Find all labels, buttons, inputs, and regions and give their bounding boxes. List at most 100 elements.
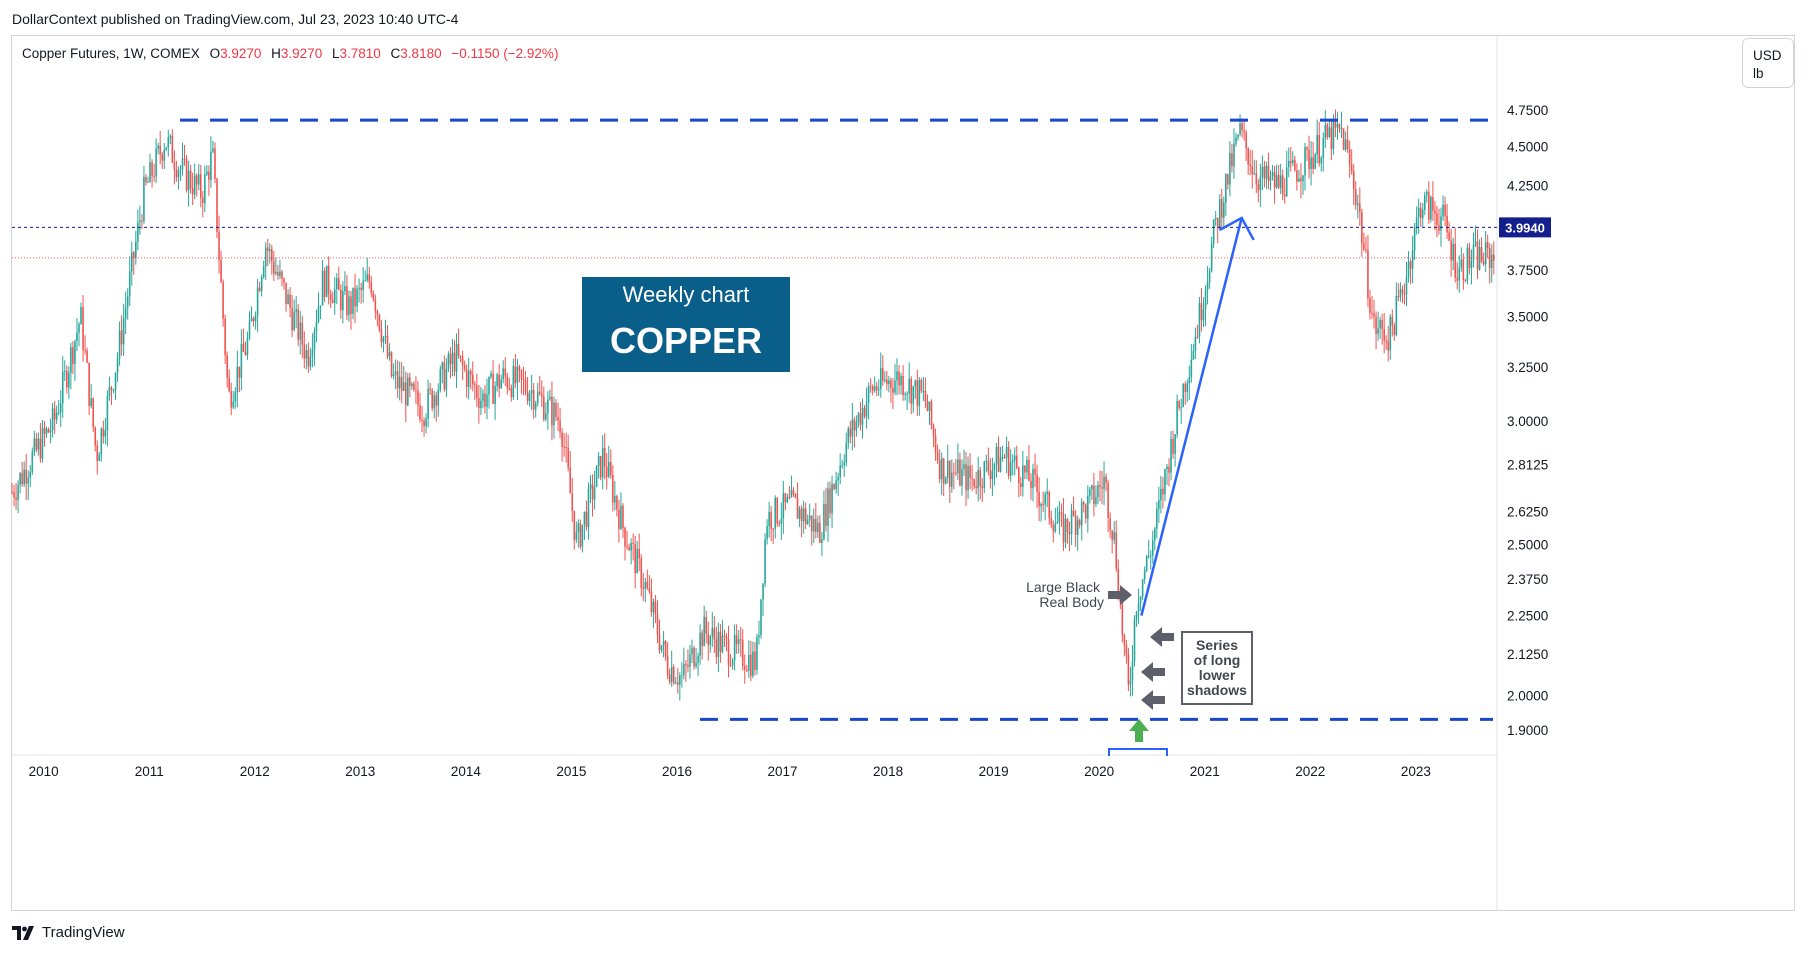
candle-body <box>695 662 697 667</box>
shadows-note-line: shadows <box>1187 682 1247 698</box>
candle-body <box>589 484 592 489</box>
candle-body <box>1277 174 1280 188</box>
candle-body <box>666 656 669 675</box>
candle-body <box>1194 336 1197 352</box>
candle-body <box>1164 469 1166 495</box>
candle-body <box>307 350 310 367</box>
candle-body <box>1271 172 1274 177</box>
candle-body <box>782 493 785 519</box>
candle-body <box>29 471 32 478</box>
candle-body <box>1482 261 1485 265</box>
candle-body <box>833 484 835 490</box>
candle-body <box>335 278 338 289</box>
candle-body <box>654 601 657 614</box>
candle-body <box>250 318 253 322</box>
candle-body <box>25 469 28 484</box>
candle-body <box>340 289 342 311</box>
candle-body <box>409 377 411 387</box>
candle-body <box>139 220 141 223</box>
candle-body <box>1241 123 1243 131</box>
candle-body <box>1231 153 1233 167</box>
candle-body <box>944 477 947 484</box>
candle-body <box>445 368 448 390</box>
candle-body <box>1026 459 1028 473</box>
shadows-note-line: lower <box>1199 667 1236 683</box>
candle-body <box>342 291 344 311</box>
candle-body <box>737 639 740 645</box>
candle-body <box>764 539 766 584</box>
x-tick-label: 2017 <box>768 764 798 779</box>
candle-body <box>699 632 701 657</box>
candle-body <box>1139 596 1142 603</box>
candle-body <box>1371 312 1373 314</box>
candle-body <box>1456 277 1459 281</box>
candle-body <box>569 467 572 494</box>
candle-body <box>287 294 289 304</box>
candle-body <box>721 635 724 652</box>
candle-body <box>1249 164 1252 167</box>
candle-body <box>1216 217 1219 229</box>
candle-body <box>41 427 44 459</box>
candle-body <box>1356 203 1359 205</box>
candle-body <box>415 389 417 391</box>
candle-body <box>1318 134 1321 164</box>
candle-body <box>603 447 606 467</box>
candle-body <box>45 428 48 434</box>
candle-body <box>607 461 610 477</box>
candle-body <box>1322 138 1325 158</box>
currency-unit-button[interactable]: USD lb <box>1742 38 1794 88</box>
candle-body <box>411 383 413 387</box>
candle-body <box>806 519 809 524</box>
candle-body <box>983 461 986 488</box>
y-tick-label: 2.2500 <box>1507 609 1548 624</box>
candle-body <box>817 522 819 533</box>
candle-body <box>898 371 900 386</box>
tradingview-logo-icon <box>12 925 34 940</box>
candle-body <box>256 287 259 316</box>
candle-body <box>149 162 151 182</box>
candle-body <box>266 247 269 252</box>
candle-body <box>84 349 86 351</box>
current-price-tag <box>1499 217 1551 238</box>
candle-body <box>275 271 277 274</box>
candle-body <box>638 548 641 559</box>
candle-body <box>963 464 965 470</box>
candle-body <box>1048 491 1051 519</box>
candle-body <box>333 288 336 303</box>
candle-body <box>386 335 389 357</box>
candle-body <box>1432 196 1434 211</box>
candle-body <box>49 430 52 433</box>
x-tick-label: 2010 <box>29 764 59 779</box>
candle-body <box>1141 579 1144 597</box>
candle-body <box>1117 568 1120 599</box>
candle-body <box>916 380 919 406</box>
candle-body <box>252 318 255 322</box>
candle-body <box>1082 502 1085 505</box>
candle-body <box>900 375 902 386</box>
candle-body <box>626 546 628 548</box>
candle-body <box>366 274 369 281</box>
candle-body <box>498 374 500 389</box>
candle-body <box>163 149 166 161</box>
candle-body <box>222 282 224 319</box>
candle-body <box>1208 271 1211 283</box>
candle-body <box>490 373 492 377</box>
symbol-legend: Copper Futures, 1W, COMEX O3.9270 H3.927… <box>22 46 558 61</box>
candle-body <box>1261 166 1264 177</box>
candle-body <box>668 674 671 683</box>
candle-body <box>346 286 348 316</box>
candle-body <box>295 309 297 313</box>
candle-body <box>965 464 967 491</box>
candle-body <box>1298 178 1300 182</box>
candle-body <box>857 413 860 422</box>
candle-body <box>934 436 937 453</box>
candle-body <box>1245 132 1247 149</box>
candle-body <box>1423 195 1426 210</box>
candle-body <box>999 457 1002 472</box>
candle-body <box>701 632 703 647</box>
candle-body <box>23 469 25 485</box>
candle-body <box>1032 468 1034 489</box>
candle-body <box>208 171 210 181</box>
candle-body <box>1220 198 1223 218</box>
